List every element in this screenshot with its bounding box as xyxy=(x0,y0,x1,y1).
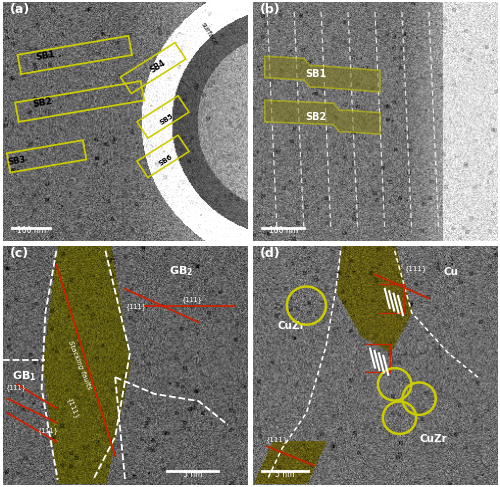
Text: $\mathbf{GB_2}$: $\mathbf{GB_2}$ xyxy=(169,264,194,279)
Text: 5 nm: 5 nm xyxy=(182,469,202,479)
Text: SB3: SB3 xyxy=(8,155,27,167)
Text: 100 nm: 100 nm xyxy=(268,226,298,235)
Text: SB1: SB1 xyxy=(35,50,56,62)
Text: SB2: SB2 xyxy=(32,96,54,109)
Text: CuZr: CuZr xyxy=(419,433,447,444)
Text: 5 nm: 5 nm xyxy=(275,469,294,479)
Text: (c): (c) xyxy=(10,247,29,260)
Text: {111}: {111} xyxy=(65,396,80,419)
Text: CuZr: CuZr xyxy=(277,321,305,332)
Text: 100 nm: 100 nm xyxy=(17,226,46,235)
Text: Cu: Cu xyxy=(444,266,458,277)
Text: (a): (a) xyxy=(10,3,30,16)
Text: {111}: {111} xyxy=(125,303,146,310)
Text: SB4: SB4 xyxy=(149,58,168,75)
Polygon shape xyxy=(265,56,380,92)
Polygon shape xyxy=(265,100,380,134)
Text: {111}: {111} xyxy=(5,384,26,391)
Text: SB1: SB1 xyxy=(306,69,327,79)
Text: (d): (d) xyxy=(260,247,280,260)
Text: surface: surface xyxy=(200,21,219,46)
Text: Stacking faults: Stacking faults xyxy=(67,340,92,391)
Text: {111}: {111} xyxy=(265,437,287,443)
Text: SB6: SB6 xyxy=(158,153,174,167)
Text: $\mathbf{GB_1}$: $\mathbf{GB_1}$ xyxy=(12,370,37,383)
Text: (b): (b) xyxy=(260,3,280,16)
Text: {111}: {111} xyxy=(37,427,58,434)
Text: {111}: {111} xyxy=(404,265,427,272)
Text: {111}: {111} xyxy=(182,296,202,302)
Text: SB5: SB5 xyxy=(158,113,174,126)
Text: SB2: SB2 xyxy=(306,112,327,122)
